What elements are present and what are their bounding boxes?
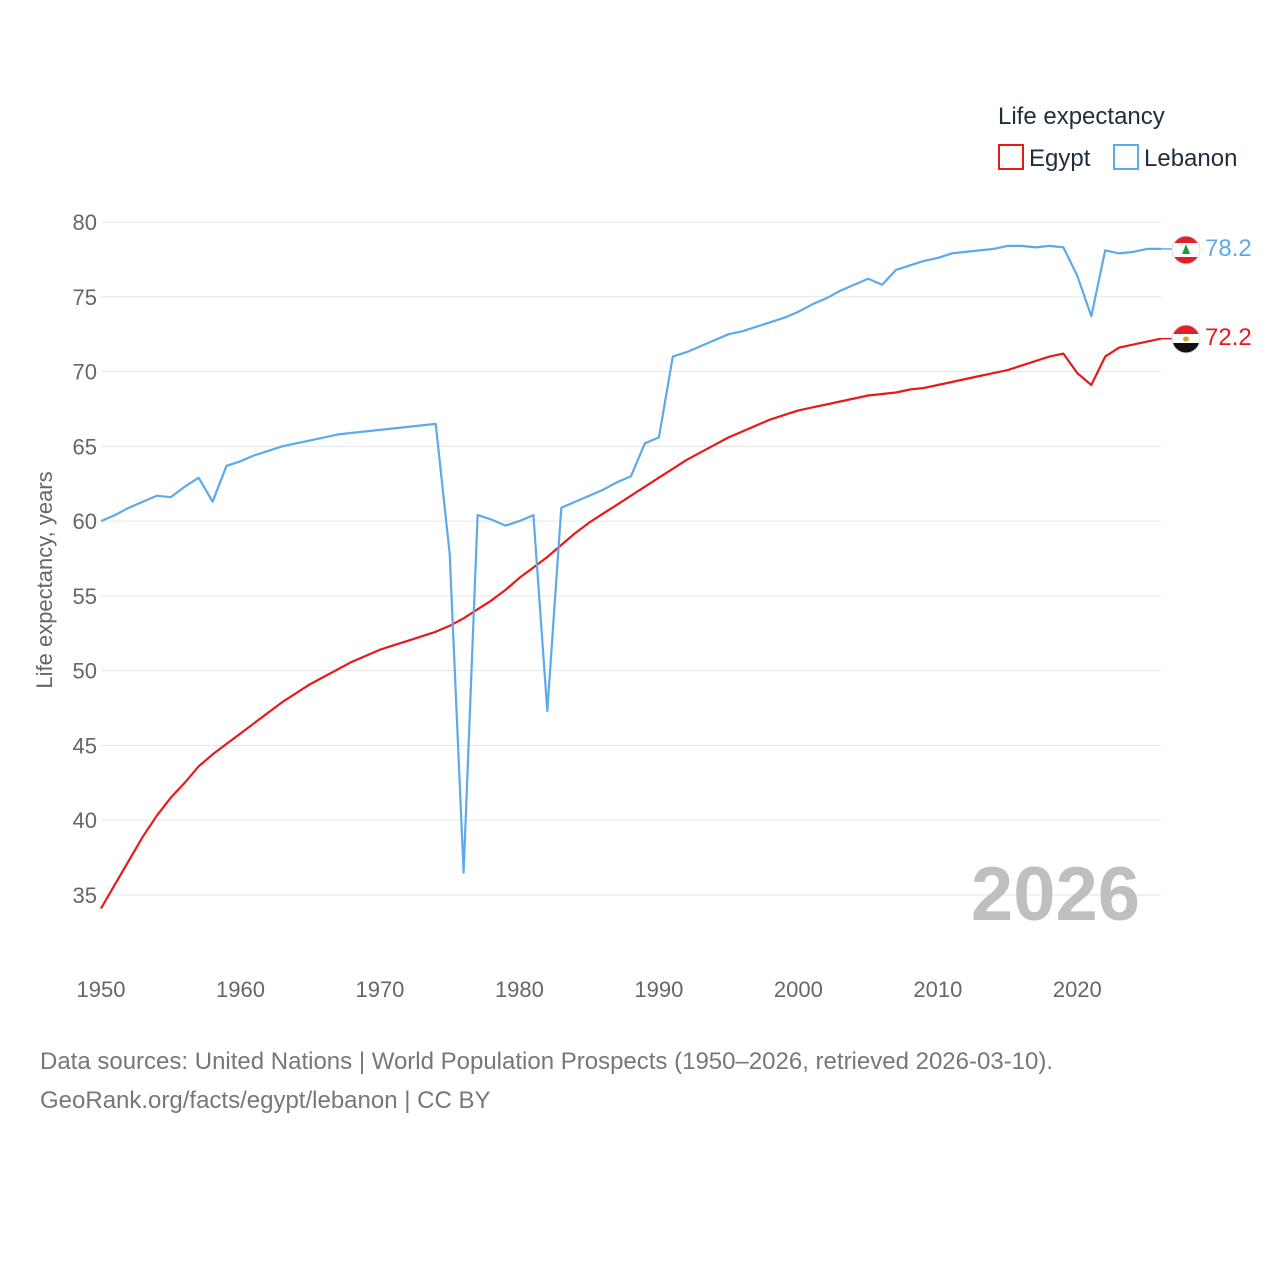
legend-item-egypt[interactable]: Egypt [998,144,1091,172]
legend-label-lebanon: Lebanon [1144,145,1237,172]
legend-item-lebanon[interactable]: Lebanon [1113,144,1237,172]
gridlines [101,221,1161,896]
x-tick-label: 1950 [77,977,126,1002]
legend-swatch-lebanon [1113,144,1139,170]
x-tick-label: 2000 [774,977,823,1002]
x-tick-label: 1990 [634,977,683,1002]
series-line-lebanon[interactable] [100,244,1161,874]
y-tick-label: 65 [73,434,97,459]
legend-swatch-egypt [998,144,1024,170]
x-tick-label: 1960 [216,977,265,1002]
year-watermark: 2026 [971,852,1140,937]
y-tick-label: 60 [73,509,97,534]
y-tick-label: 75 [73,285,97,310]
y-tick-label: 40 [73,808,97,833]
legend-label-egypt: Egypt [1029,145,1091,172]
end-label-egypt: 72.2 [1205,324,1252,351]
end-label-lebanon: 78.2 [1205,235,1252,262]
series-lines [100,244,1172,910]
axis-ticks: 35 40 45 50 55 60 65 70 75 80 1950 1960 1970 1980 1990… [73,210,1102,1002]
footer-link[interactable]: GeoRank.org/facts/egypt/lebanon | CC BY [40,1087,491,1114]
footer-sources: Data sources: United Nations | World Pop… [40,1048,1054,1075]
legend-title: Life expectancy [998,103,1165,130]
x-tick-label: 1980 [495,977,544,1002]
egypt-flag-icon [1172,325,1200,353]
y-tick-label: 45 [73,733,97,758]
x-tick-label: 2020 [1053,977,1102,1002]
x-tick-label: 2010 [913,977,962,1002]
y-axis-label: Life expectancy, years [32,471,57,688]
y-tick-label: 50 [73,659,97,684]
footer: Data sources: United Nations | World Pop… [40,1042,1053,1120]
lebanon-flag-icon [1172,236,1200,264]
x-tick-label: 1970 [355,977,404,1002]
series-line-egypt[interactable] [100,337,1162,910]
y-tick-label: 70 [73,360,97,385]
y-tick-label: 80 [73,210,97,235]
y-tick-label: 35 [73,883,97,908]
y-tick-label: 55 [73,584,97,609]
